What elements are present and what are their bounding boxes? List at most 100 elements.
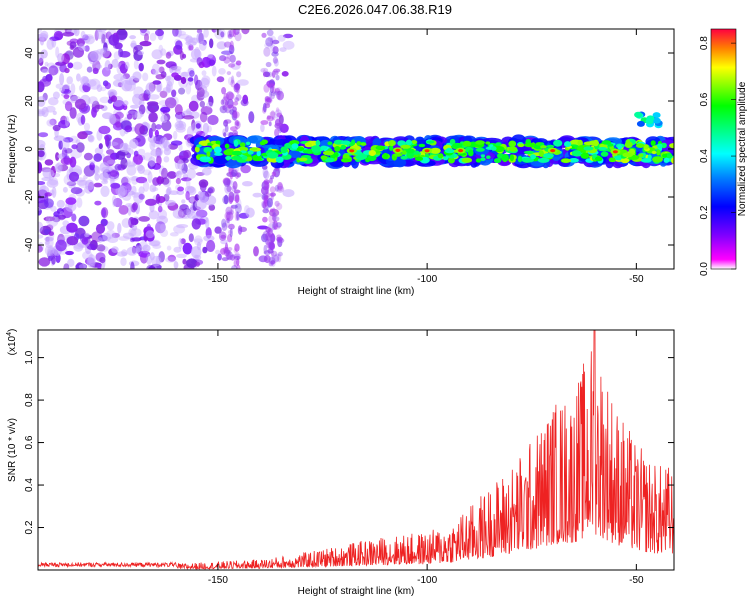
noise-blob <box>138 104 146 115</box>
noise-blob <box>163 156 170 163</box>
noise-blob <box>193 238 203 243</box>
noise-blob <box>199 111 208 123</box>
noise-blob <box>69 41 77 49</box>
noise-blob <box>263 47 271 57</box>
noise-blob <box>233 83 240 93</box>
noise-blob <box>45 240 50 245</box>
noise-blob <box>94 200 102 206</box>
signal-blob <box>224 143 230 149</box>
noise-blob <box>165 256 177 263</box>
noise-blob <box>176 224 189 229</box>
signal-blob <box>280 146 288 154</box>
noise-blob <box>226 91 234 101</box>
signal-blob <box>624 141 633 148</box>
noise-blob <box>142 248 150 254</box>
noise-blob <box>282 33 294 39</box>
noise-blob <box>67 62 74 69</box>
signal-blob <box>517 155 523 163</box>
noise-blob <box>104 82 111 90</box>
noise-blob <box>155 221 166 234</box>
colorbar-label: Normalized spectral amplitude <box>737 81 748 216</box>
noise-blob <box>124 61 130 70</box>
noise-blob <box>172 208 184 219</box>
noise-blob <box>266 29 274 36</box>
noise-blob <box>41 106 49 118</box>
noise-blob <box>76 197 83 208</box>
noise-blob <box>274 58 279 67</box>
noise-blob <box>100 185 110 197</box>
noise-blob <box>120 157 128 170</box>
noise-blob <box>224 119 232 124</box>
noise-blob <box>156 83 162 93</box>
noise-blob <box>149 107 155 114</box>
noise-blob <box>86 66 93 73</box>
signal-blob <box>638 153 644 158</box>
noise-blob <box>104 60 111 71</box>
signal-blob <box>595 156 603 162</box>
noise-blob <box>277 34 286 42</box>
noise-blob <box>107 89 118 98</box>
noise-blob <box>96 29 103 40</box>
signal-blob <box>341 158 350 163</box>
noise-blob <box>132 71 142 81</box>
noise-blob <box>253 246 259 257</box>
noise-blob <box>162 136 168 149</box>
noise-blob <box>268 241 275 250</box>
noise-blob <box>98 125 111 135</box>
noise-blob <box>121 218 131 228</box>
noise-blob <box>124 125 133 133</box>
signal-blob <box>480 154 486 158</box>
noise-blob <box>64 116 70 127</box>
noise-blob <box>208 59 216 66</box>
noise-blob <box>221 87 227 95</box>
noise-blob <box>106 149 115 155</box>
noise-blob <box>50 205 57 212</box>
signal-blob <box>580 152 590 159</box>
noise-blob <box>159 137 169 149</box>
noise-blob <box>76 38 85 47</box>
signal-blob <box>663 157 670 163</box>
noise-blob <box>223 56 231 64</box>
x-tick-label: -50 <box>629 274 644 285</box>
noise-blob <box>182 242 193 255</box>
noise-blob <box>95 64 103 69</box>
snr-y-label: SNR (10 * v/v) <box>7 418 18 482</box>
signal-blob <box>598 147 608 150</box>
noise-blob <box>153 134 165 145</box>
noise-blob <box>272 254 280 263</box>
noise-blob <box>102 232 112 242</box>
noise-blob <box>187 77 194 82</box>
noise-blob <box>148 240 161 246</box>
noise-blob <box>237 225 243 235</box>
signal-blob <box>656 143 663 149</box>
signal-blob <box>365 157 371 163</box>
noise-blob <box>145 82 155 94</box>
signal-blob <box>320 155 328 160</box>
noise-blob <box>189 58 199 63</box>
noise-blob <box>66 181 77 187</box>
noise-blob <box>57 153 65 159</box>
noise-blob <box>118 48 124 58</box>
colorbar-tick-label: 0.8 <box>699 36 710 50</box>
noise-blob <box>69 135 79 144</box>
noise-blob <box>211 65 217 77</box>
noise-blob <box>198 179 209 188</box>
noise-blob <box>234 97 240 103</box>
noise-blob <box>270 260 276 265</box>
noise-blob <box>196 32 205 44</box>
noise-blob <box>66 236 79 246</box>
noise-blob <box>96 84 103 92</box>
noise-blob <box>96 48 106 55</box>
noise-blob <box>106 229 116 239</box>
noise-blob <box>151 122 157 132</box>
noise-blob <box>64 67 70 74</box>
signal-blob <box>508 140 517 148</box>
noise-blob <box>233 255 241 260</box>
noise-blob <box>155 124 162 130</box>
noise-blob <box>202 122 210 135</box>
noise-blob <box>173 261 179 269</box>
noise-blob <box>111 58 119 68</box>
signal-blob <box>608 157 616 162</box>
noise-blob <box>236 211 240 221</box>
